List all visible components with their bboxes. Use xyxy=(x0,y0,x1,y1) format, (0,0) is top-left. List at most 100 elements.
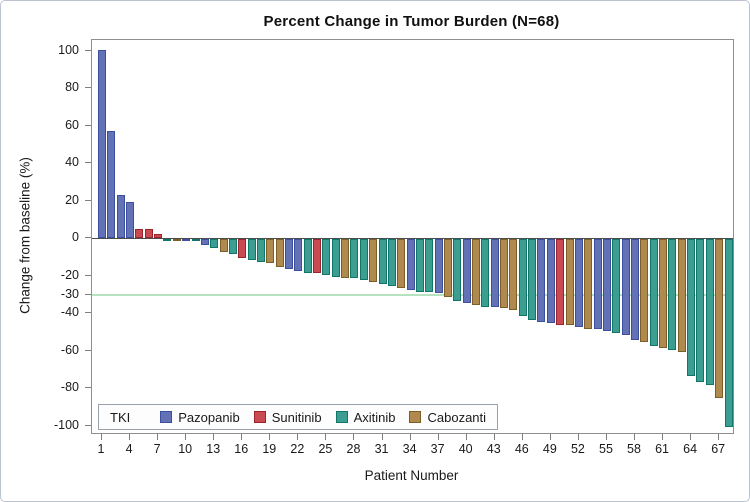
y-tick-label: -30 xyxy=(60,286,79,301)
legend-label-cabozanti: Cabozanti xyxy=(427,409,487,425)
bar-patient-22 xyxy=(294,239,303,272)
bar-patient-49 xyxy=(546,239,555,324)
legend: TKI Pazopanib Sunitinib Axitinib Cabozanti xyxy=(98,404,499,430)
bar-patient-59 xyxy=(640,239,649,343)
bar-patient-43 xyxy=(490,239,499,308)
y-tick-mark xyxy=(85,387,91,389)
bar-patient-15 xyxy=(228,239,237,255)
bar-patient-39 xyxy=(453,239,462,302)
x-tick-label: 25 xyxy=(318,442,333,456)
bar-patient-26 xyxy=(331,239,340,278)
x-tick-mark xyxy=(409,434,411,440)
bar-patient-45 xyxy=(509,239,518,311)
x-tick-mark xyxy=(101,434,102,440)
x-tick-label: 4 xyxy=(125,442,133,456)
y-tick-label: -80 xyxy=(60,380,79,395)
bar-patient-4 xyxy=(126,202,135,239)
bar-patient-54 xyxy=(593,239,602,330)
x-tick-mark xyxy=(241,434,243,440)
bar-patient-11 xyxy=(191,239,200,242)
x-tick-mark xyxy=(605,434,607,440)
bar-patient-57 xyxy=(621,239,630,336)
y-tick-label: 60 xyxy=(65,117,79,132)
bar-patient-8 xyxy=(163,239,172,242)
bar-patient-38 xyxy=(443,239,452,298)
bar-patient-5 xyxy=(135,229,144,239)
bar-patient-7 xyxy=(154,234,163,239)
x-tick-label: 19 xyxy=(262,442,277,456)
bar-patient-10 xyxy=(182,239,191,242)
x-tick-mark xyxy=(690,434,692,440)
legend-label-axitinib: Axitinib xyxy=(353,409,396,425)
x-tick-mark xyxy=(634,434,635,440)
bar-patient-61 xyxy=(659,239,668,349)
y-tick-mark xyxy=(85,274,91,276)
x-tick-label: 61 xyxy=(655,442,669,456)
bar-patient-24 xyxy=(313,239,322,274)
legend-entry-axitinib: Axitinib xyxy=(335,409,396,425)
x-tick-label: 13 xyxy=(206,442,221,456)
x-tick-mark xyxy=(157,434,159,440)
x-tick-label: 7 xyxy=(153,442,161,456)
x-tick-mark xyxy=(521,434,523,440)
x-tick-mark xyxy=(381,434,383,440)
bar-patient-20 xyxy=(275,239,284,268)
bar-patient-19 xyxy=(266,239,275,264)
bar-patient-9 xyxy=(172,239,181,242)
reference-line-minus30 xyxy=(92,293,733,296)
bar-patient-25 xyxy=(322,239,331,276)
bar-patient-56 xyxy=(612,239,621,334)
y-tick-mark xyxy=(85,124,91,126)
legend-title: TKI xyxy=(110,409,131,425)
zero-baseline xyxy=(92,238,733,240)
y-tick-mark xyxy=(85,293,91,295)
x-tick-label: 58 xyxy=(627,442,641,456)
x-tick-mark xyxy=(185,434,187,440)
bar-patient-2 xyxy=(107,131,116,239)
legend-entry-sunitinib: Sunitinib xyxy=(253,409,322,425)
bar-patient-14 xyxy=(219,239,228,253)
x-tick-label: 43 xyxy=(486,442,501,456)
x-tick-label: 64 xyxy=(683,442,698,456)
y-tick-label: -20 xyxy=(60,267,79,282)
bar-patient-51 xyxy=(565,239,574,326)
bar-patient-62 xyxy=(668,239,677,351)
legend-entry-cabozanti: Cabozanti xyxy=(409,410,486,425)
bar-patient-44 xyxy=(500,239,509,309)
bar-patient-46 xyxy=(518,239,527,317)
x-tick-mark xyxy=(269,434,271,440)
bar-patient-29 xyxy=(359,239,368,281)
legend-label-pazopanib: Pazopanib xyxy=(178,409,240,425)
bar-patient-23 xyxy=(303,239,312,274)
x-tick-mark xyxy=(465,434,467,440)
y-tick-label: -40 xyxy=(60,305,79,320)
bar-patient-12 xyxy=(200,239,209,246)
bar-patient-35 xyxy=(415,239,424,293)
x-tick-label: 1 xyxy=(97,442,105,456)
bar-patient-63 xyxy=(677,239,686,353)
bar-patient-1 xyxy=(98,50,106,239)
bar-patient-40 xyxy=(462,239,471,304)
bar-patient-34 xyxy=(406,239,415,291)
bar-patient-18 xyxy=(256,239,265,263)
bar-patient-48 xyxy=(537,239,546,323)
y-tick-mark xyxy=(85,424,91,426)
bar-patient-31 xyxy=(378,239,387,285)
x-tick-label: 37 xyxy=(430,442,445,456)
y-tick-mark xyxy=(85,162,91,164)
y-tick-mark xyxy=(85,237,91,239)
x-tick-label: 67 xyxy=(711,442,726,456)
legend-label-sunitinib: Sunitinib xyxy=(271,409,322,425)
y-tick-label: -60 xyxy=(60,342,79,357)
bar-patient-47 xyxy=(528,239,537,321)
x-tick-mark xyxy=(129,434,131,440)
x-tick-mark xyxy=(549,434,551,440)
x-tick-mark xyxy=(325,434,327,440)
y-tick-mark xyxy=(85,199,91,201)
y-tick-mark xyxy=(85,49,91,51)
bar-patient-30 xyxy=(369,239,378,283)
bar-patient-60 xyxy=(649,239,658,347)
bar-patient-33 xyxy=(397,239,406,289)
y-tick-label: 40 xyxy=(65,155,79,170)
legend-swatch-axitinib xyxy=(335,411,348,423)
